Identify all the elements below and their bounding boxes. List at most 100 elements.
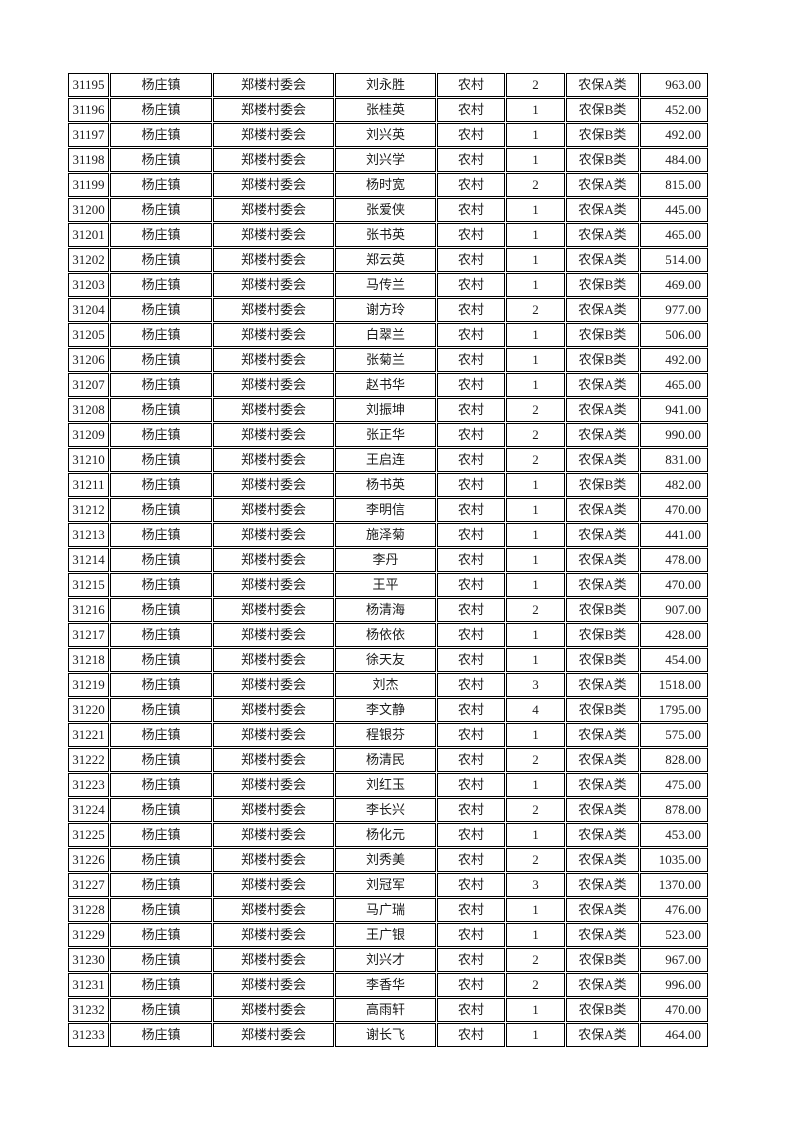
cell-village-committee: 郑楼村委会: [213, 648, 334, 672]
cell-village-committee: 郑楼村委会: [213, 623, 334, 647]
table-row: 31200 杨庄镇 郑楼村委会 张爱侠 农村 1 农保A类 445.00: [68, 198, 708, 222]
cell-insurance-class: 农保A类: [566, 398, 639, 422]
cell-person-name: 张爱侠: [335, 198, 436, 222]
cell-town: 杨庄镇: [110, 498, 212, 522]
cell-record-id: 31227: [68, 873, 109, 897]
cell-residence-type: 农村: [437, 73, 505, 97]
cell-town: 杨庄镇: [110, 398, 212, 422]
cell-village-committee: 郑楼村委会: [213, 673, 334, 697]
cell-person-name: 张菊兰: [335, 348, 436, 372]
cell-town: 杨庄镇: [110, 648, 212, 672]
cell-village-committee: 郑楼村委会: [213, 73, 334, 97]
cell-insurance-class: 农保A类: [566, 773, 639, 797]
cell-amount: 996.00: [640, 973, 708, 997]
cell-record-id: 31205: [68, 323, 109, 347]
cell-person-count: 1: [506, 523, 565, 547]
cell-residence-type: 农村: [437, 98, 505, 122]
cell-person-count: 2: [506, 973, 565, 997]
cell-village-committee: 郑楼村委会: [213, 748, 334, 772]
cell-residence-type: 农村: [437, 673, 505, 697]
cell-residence-type: 农村: [437, 748, 505, 772]
cell-person-count: 2: [506, 298, 565, 322]
cell-person-count: 2: [506, 423, 565, 447]
cell-person-count: 1: [506, 248, 565, 272]
cell-amount: 941.00: [640, 398, 708, 422]
cell-town: 杨庄镇: [110, 723, 212, 747]
cell-record-id: 31222: [68, 748, 109, 772]
cell-residence-type: 农村: [437, 973, 505, 997]
cell-person-count: 1: [506, 198, 565, 222]
cell-town: 杨庄镇: [110, 323, 212, 347]
cell-person-count: 1: [506, 1023, 565, 1047]
cell-insurance-class: 农保A类: [566, 423, 639, 447]
cell-village-committee: 郑楼村委会: [213, 423, 334, 447]
cell-record-id: 31220: [68, 698, 109, 722]
cell-residence-type: 农村: [437, 298, 505, 322]
cell-insurance-class: 农保B类: [566, 648, 639, 672]
cell-amount: 815.00: [640, 173, 708, 197]
table-row: 31210 杨庄镇 郑楼村委会 王启连 农村 2 农保A类 831.00: [68, 448, 708, 472]
cell-village-committee: 郑楼村委会: [213, 548, 334, 572]
cell-record-id: 31204: [68, 298, 109, 322]
cell-town: 杨庄镇: [110, 973, 212, 997]
cell-town: 杨庄镇: [110, 473, 212, 497]
cell-record-id: 31196: [68, 98, 109, 122]
cell-town: 杨庄镇: [110, 523, 212, 547]
cell-person-count: 1: [506, 498, 565, 522]
table-row: 31222 杨庄镇 郑楼村委会 杨清民 农村 2 农保A类 828.00: [68, 748, 708, 772]
cell-person-count: 4: [506, 698, 565, 722]
cell-person-name: 杨时宽: [335, 173, 436, 197]
cell-person-name: 刘红玉: [335, 773, 436, 797]
cell-residence-type: 农村: [437, 723, 505, 747]
cell-insurance-class: 农保B类: [566, 998, 639, 1022]
cell-residence-type: 农村: [437, 148, 505, 172]
cell-insurance-class: 农保A类: [566, 498, 639, 522]
table-row: 31232 杨庄镇 郑楼村委会 高雨轩 农村 1 农保B类 470.00: [68, 998, 708, 1022]
cell-town: 杨庄镇: [110, 248, 212, 272]
cell-person-count: 3: [506, 873, 565, 897]
cell-person-count: 2: [506, 73, 565, 97]
cell-village-committee: 郑楼村委会: [213, 823, 334, 847]
cell-village-committee: 郑楼村委会: [213, 498, 334, 522]
cell-town: 杨庄镇: [110, 673, 212, 697]
table-row: 31209 杨庄镇 郑楼村委会 张正华 农村 2 农保A类 990.00: [68, 423, 708, 447]
cell-town: 杨庄镇: [110, 748, 212, 772]
cell-person-count: 1: [506, 548, 565, 572]
cell-town: 杨庄镇: [110, 123, 212, 147]
table-body: 31195 杨庄镇 郑楼村委会 刘永胜 农村 2 农保A类 963.00 31196 杨庄镇 郑楼村…: [68, 73, 708, 1047]
cell-amount: 464.00: [640, 1023, 708, 1047]
cell-record-id: 31221: [68, 723, 109, 747]
cell-insurance-class: 农保A类: [566, 573, 639, 597]
cell-amount: 575.00: [640, 723, 708, 747]
table-row: 31206 杨庄镇 郑楼村委会 张菊兰 农村 1 农保B类 492.00: [68, 348, 708, 372]
cell-town: 杨庄镇: [110, 873, 212, 897]
cell-residence-type: 农村: [437, 348, 505, 372]
cell-amount: 1518.00: [640, 673, 708, 697]
cell-person-count: 1: [506, 323, 565, 347]
cell-person-count: 1: [506, 823, 565, 847]
cell-insurance-class: 农保A类: [566, 848, 639, 872]
cell-person-name: 谢长飞: [335, 1023, 436, 1047]
cell-person-name: 刘兴学: [335, 148, 436, 172]
cell-record-id: 31231: [68, 973, 109, 997]
cell-amount: 990.00: [640, 423, 708, 447]
cell-amount: 506.00: [640, 323, 708, 347]
cell-town: 杨庄镇: [110, 998, 212, 1022]
cell-town: 杨庄镇: [110, 798, 212, 822]
cell-amount: 475.00: [640, 773, 708, 797]
table-row: 31218 杨庄镇 郑楼村委会 徐天友 农村 1 农保B类 454.00: [68, 648, 708, 672]
cell-record-id: 31201: [68, 223, 109, 247]
cell-person-name: 张桂英: [335, 98, 436, 122]
cell-residence-type: 农村: [437, 423, 505, 447]
table-row: 31203 杨庄镇 郑楼村委会 马传兰 农村 1 农保B类 469.00: [68, 273, 708, 297]
cell-village-committee: 郑楼村委会: [213, 198, 334, 222]
cell-amount: 478.00: [640, 548, 708, 572]
cell-amount: 828.00: [640, 748, 708, 772]
cell-record-id: 31210: [68, 448, 109, 472]
cell-insurance-class: 农保B类: [566, 598, 639, 622]
cell-town: 杨庄镇: [110, 948, 212, 972]
cell-person-name: 张书英: [335, 223, 436, 247]
cell-person-name: 刘秀美: [335, 848, 436, 872]
cell-person-name: 刘兴英: [335, 123, 436, 147]
cell-person-count: 1: [506, 573, 565, 597]
